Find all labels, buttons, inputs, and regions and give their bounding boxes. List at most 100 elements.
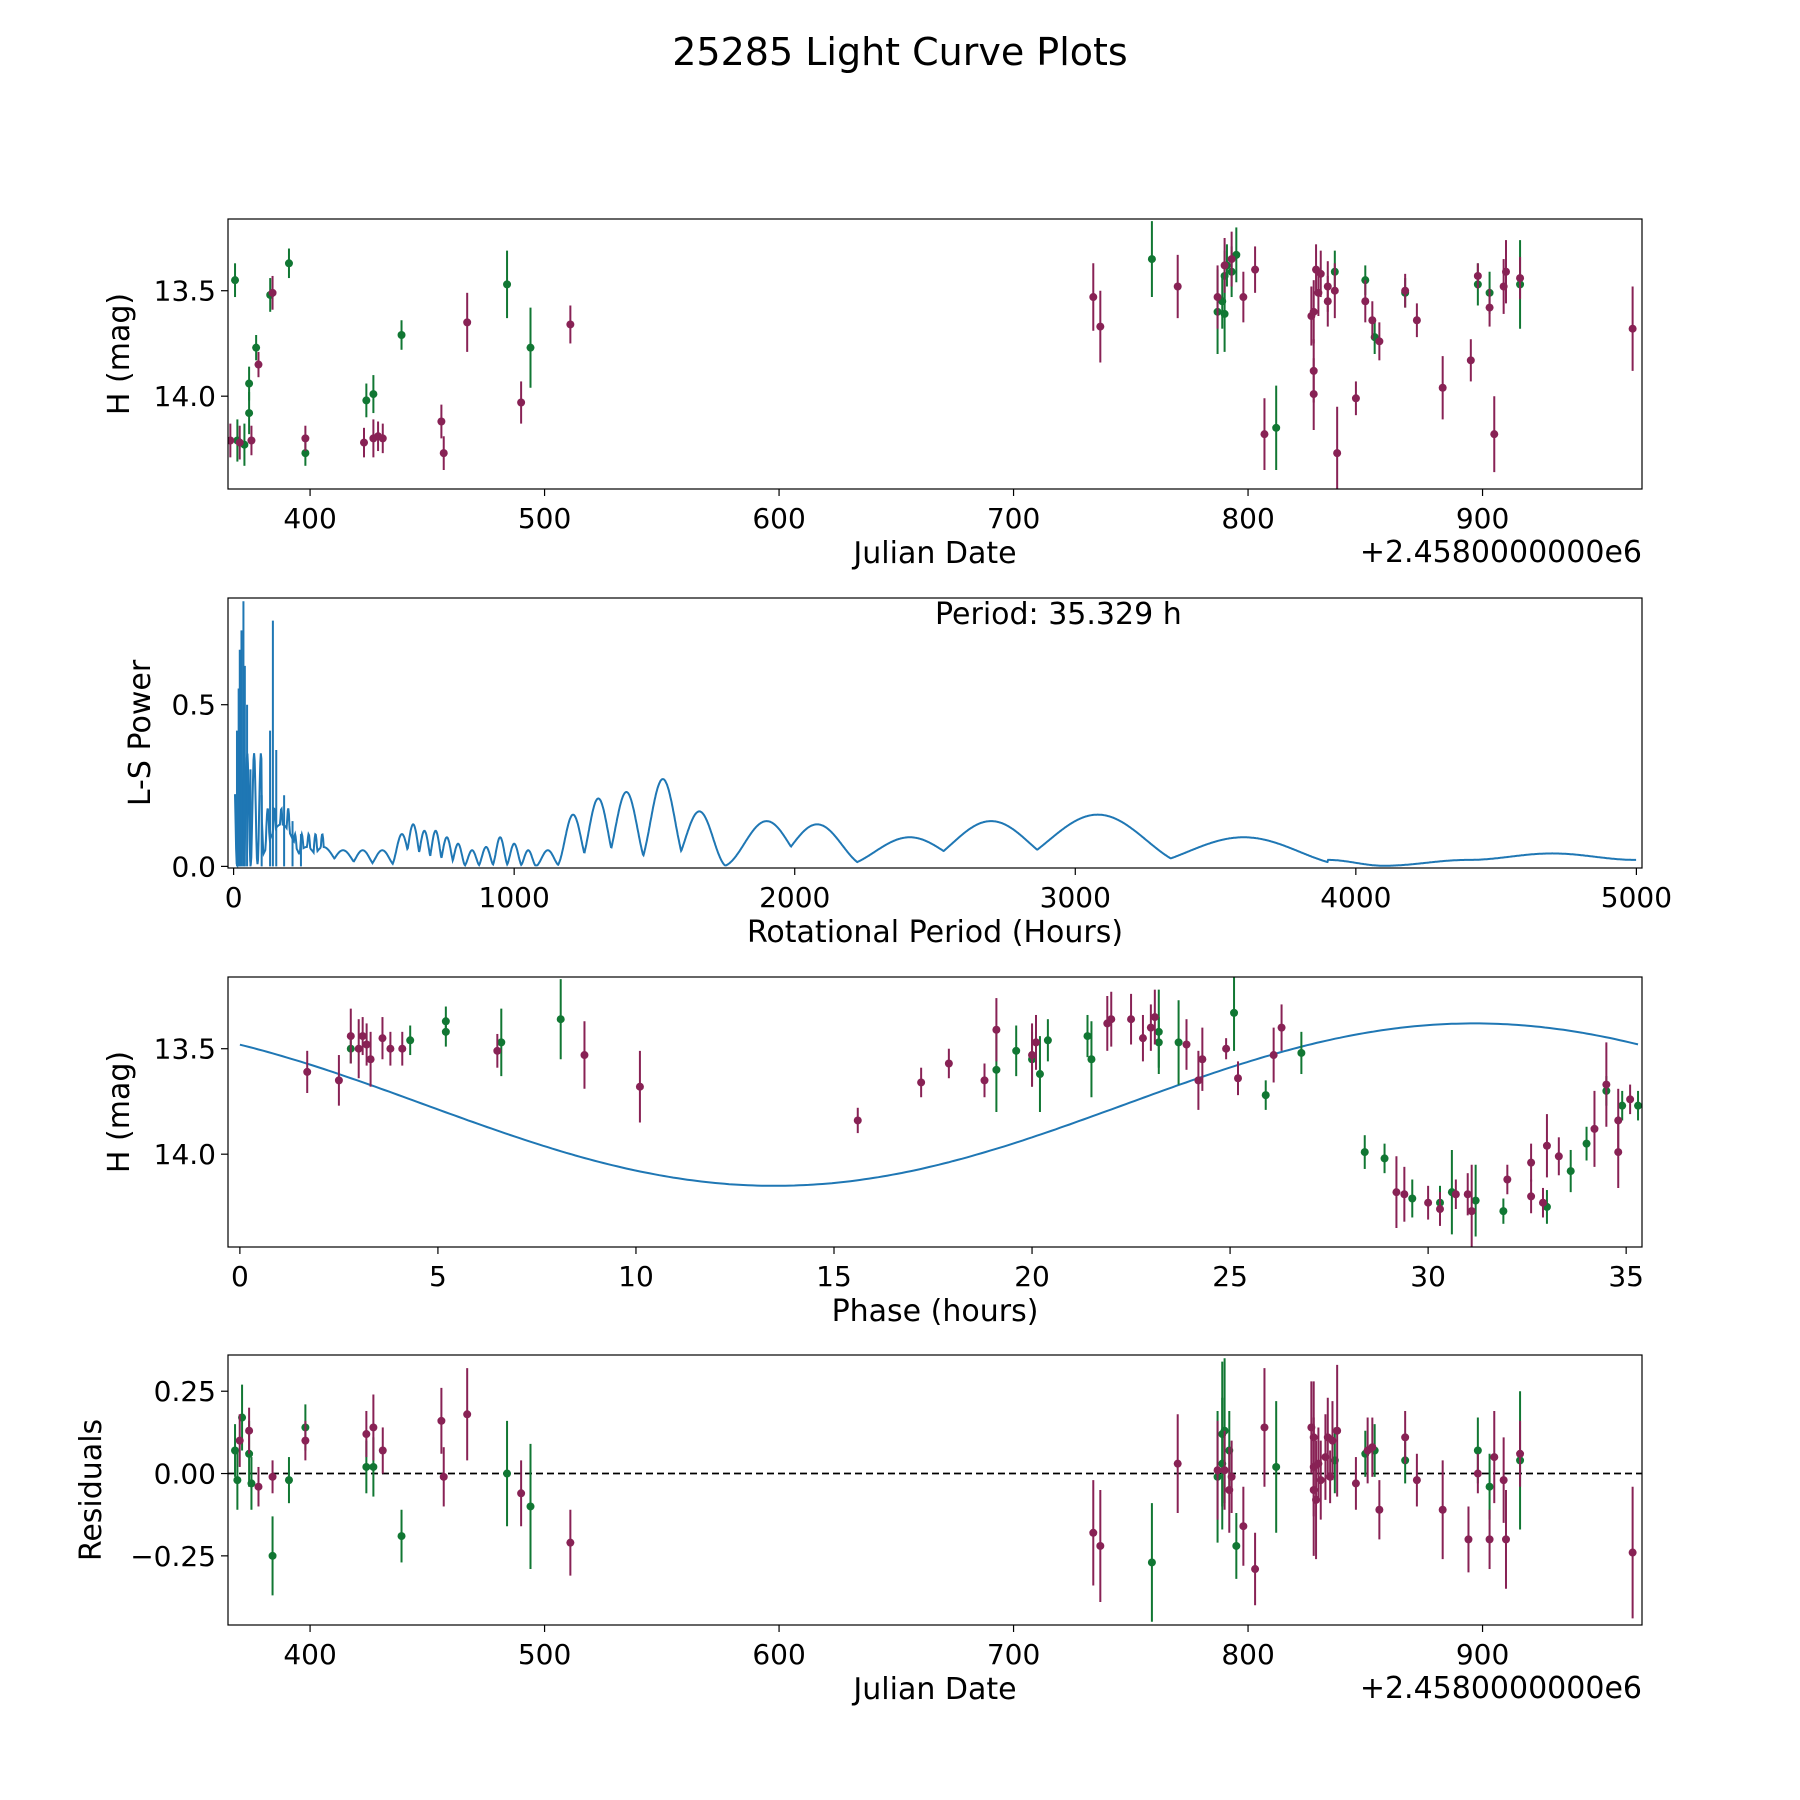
green-point — [233, 1476, 242, 1485]
phased-frame — [227, 976, 1643, 1248]
purple-point — [1628, 1548, 1637, 1557]
green-point — [1035, 1070, 1044, 1079]
purple-point — [1501, 1535, 1510, 1544]
periodogram-frame — [227, 597, 1643, 869]
purple-point — [1096, 322, 1105, 331]
purple-point — [1213, 293, 1222, 302]
purple-point — [1222, 1044, 1231, 1053]
purple-point — [1351, 394, 1360, 403]
purple-point — [1239, 293, 1248, 302]
green-point — [1147, 255, 1156, 264]
x-tick-label: 900 — [1456, 1638, 1509, 1671]
purple-point — [1107, 1015, 1116, 1024]
purple-point — [1554, 1152, 1563, 1161]
purple-point — [463, 1410, 472, 1419]
green-point — [406, 1036, 415, 1045]
purple-point — [1089, 293, 1098, 302]
green-point — [284, 259, 293, 268]
x-tick-label: 20 — [1014, 1260, 1050, 1293]
purple-point — [362, 1040, 371, 1049]
purple-point — [1227, 255, 1236, 264]
purple-point — [1323, 297, 1332, 306]
purple-point — [635, 1082, 644, 1091]
residuals-frame — [227, 1354, 1643, 1626]
x-tick-label: 500 — [518, 502, 571, 535]
phased-xlabel: Phase (hours) — [832, 1294, 1039, 1329]
lightcurve-ylabel: H (mag) — [102, 293, 137, 415]
purple-point — [1089, 1528, 1098, 1537]
y-tick-label: 14.0 — [154, 380, 216, 413]
purple-point — [1333, 449, 1342, 458]
purple-point — [944, 1059, 953, 1068]
residuals-ylabel: Residuals — [74, 1419, 109, 1561]
lightcurve-offset: +2.4580000000e6 — [1360, 535, 1642, 570]
purple-point — [1234, 1074, 1242, 1083]
purple-point — [1182, 1040, 1191, 1049]
purple-point — [1260, 430, 1269, 439]
purple-point — [1538, 1198, 1547, 1207]
purple-point — [1368, 316, 1377, 325]
purple-point — [1527, 1158, 1536, 1167]
purple-point — [1490, 430, 1499, 439]
purple-point — [1220, 1466, 1229, 1475]
purple-point — [1316, 1476, 1325, 1485]
purple-point — [301, 434, 310, 443]
green-point — [1087, 1055, 1096, 1064]
purple-point — [463, 318, 472, 327]
purple-point — [439, 449, 448, 458]
purple-point — [1614, 1148, 1623, 1157]
purple-point — [360, 438, 369, 447]
x-tick-label: 400 — [283, 1638, 336, 1671]
purple-point — [1309, 307, 1318, 316]
figure-title: 25285 Light Curve Plots — [672, 30, 1127, 74]
purple-point — [1516, 1449, 1525, 1458]
y-tick-label: −0.25 — [130, 1540, 216, 1573]
purple-point — [1401, 286, 1410, 295]
purple-point — [378, 1034, 387, 1043]
lightcurve-ticks: 400 500 600 700 800 900 14.0 13.5 — [154, 275, 1510, 535]
x-tick-label: 700 — [987, 502, 1040, 535]
x-tick-label: 15 — [816, 1260, 852, 1293]
purple-point — [346, 1032, 355, 1041]
x-tick-label: 500 — [518, 1638, 571, 1671]
purple-point — [354, 1044, 363, 1053]
purple-point — [1260, 1423, 1269, 1432]
purple-point — [437, 417, 446, 426]
x-tick-label: 4000 — [1320, 881, 1391, 914]
green-point — [1043, 1036, 1052, 1045]
green-point — [1380, 1154, 1389, 1163]
purple-point — [1032, 1038, 1040, 1047]
purple-point — [1516, 274, 1525, 283]
purple-point — [1424, 1198, 1433, 1207]
purple-point — [378, 1446, 387, 1455]
periodogram-ticks: 0 1000 2000 3000 4000 5000 0.0 0.5 — [171, 689, 1672, 914]
purple-point — [1464, 1535, 1473, 1544]
periodogram-ylabel: L-S Power — [123, 659, 158, 806]
phased-ticks: 0 5 10 15 20 25 30 35 14.0 13.5 — [154, 1033, 1644, 1293]
residuals-ticks: 400 500 600 700 800 900 0.25 0.00 −0.25 — [130, 1375, 1509, 1671]
green-point — [1174, 1038, 1183, 1047]
x-tick-label: 3000 — [1040, 881, 1111, 914]
periodogram-xlabel: Rotational Period (Hours) — [747, 915, 1123, 950]
x-tick-label: 800 — [1221, 1638, 1274, 1671]
purple-point — [980, 1076, 989, 1085]
purple-point — [303, 1067, 312, 1076]
green-point — [1154, 1027, 1163, 1036]
purple-point — [254, 360, 263, 369]
purple-point — [369, 1423, 378, 1432]
purple-point — [1485, 303, 1494, 312]
x-tick-label: 5000 — [1601, 881, 1672, 914]
purple-point — [517, 1489, 526, 1498]
x-tick-label: 1000 — [479, 881, 550, 914]
purple-point — [493, 1046, 502, 1055]
purple-point — [1150, 1013, 1159, 1022]
green-point — [1012, 1046, 1021, 1055]
purple-point — [1490, 1453, 1499, 1462]
green-point — [1499, 1207, 1508, 1216]
green-point — [1471, 1196, 1480, 1205]
purple-point — [1473, 271, 1482, 280]
purple-point — [245, 1426, 254, 1435]
green-point — [441, 1027, 450, 1036]
purple-point — [1463, 1190, 1472, 1199]
